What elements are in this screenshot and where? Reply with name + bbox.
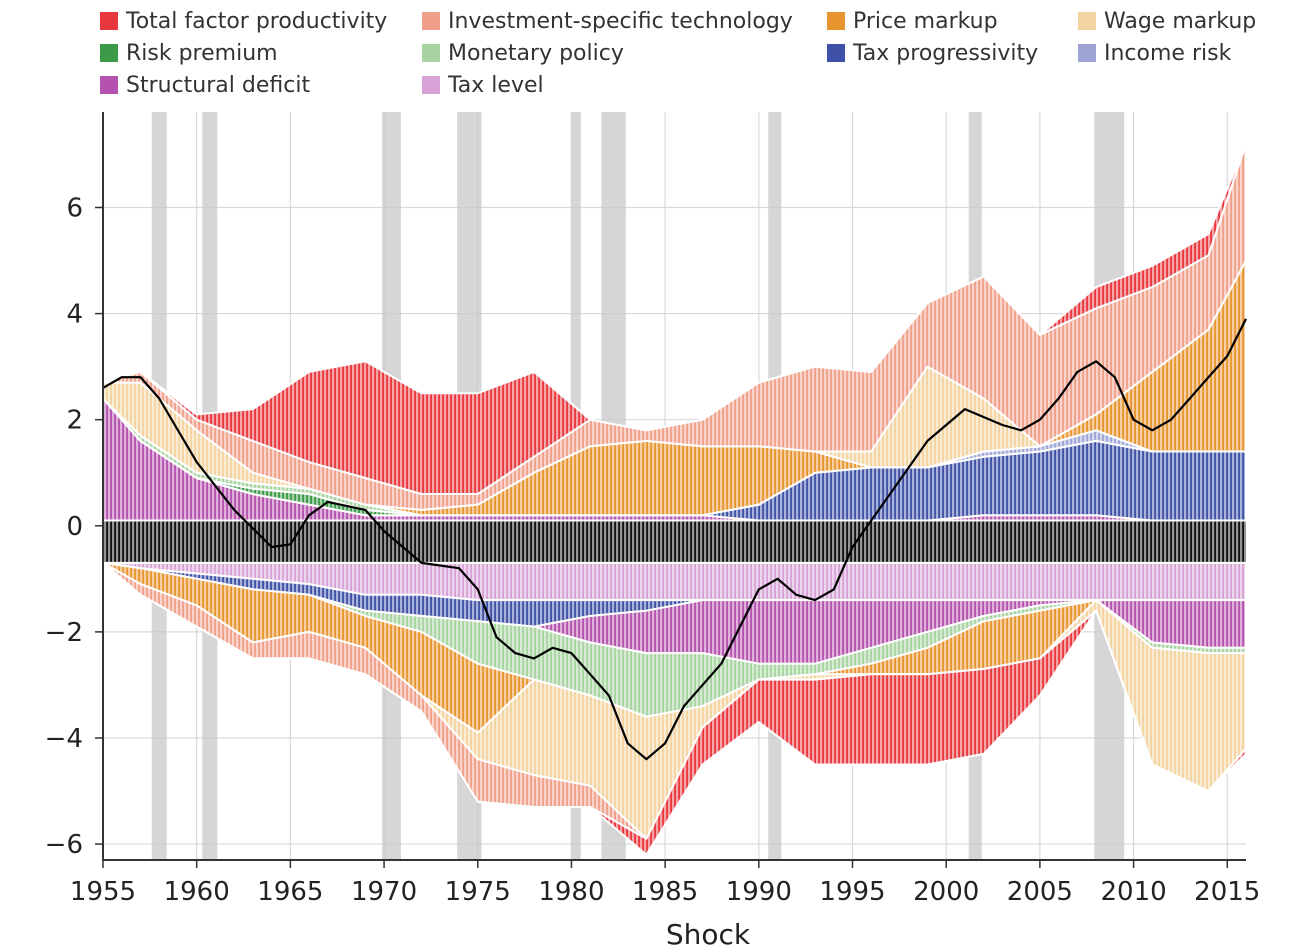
legend-swatch (100, 12, 118, 30)
x-tick-label: 1960 (164, 877, 230, 907)
total-line (102, 318, 1247, 761)
y-tick-label: −4 (45, 724, 83, 754)
stacked-bands (102, 142, 1247, 856)
band-stripes (103, 562, 1246, 627)
legend-item: Total factor productivity (100, 6, 387, 36)
band-stripes (103, 143, 1246, 495)
legend-swatch (827, 44, 845, 62)
x-tick-label: 1980 (538, 877, 604, 907)
axes (102, 112, 1246, 861)
x-tick-label: 1990 (726, 877, 792, 907)
zero-band-stripes (103, 520, 1246, 563)
tick-labels: 1955 1960 1965 1970 1975 1980 1985 1990 1995 2000… (45, 193, 1261, 907)
y-tick-label: 0 (66, 512, 83, 542)
y-tick-label: 6 (66, 193, 83, 223)
zero-band (103, 519, 1246, 564)
legend-item: Structural deficit (100, 70, 310, 100)
legend-swatch (827, 12, 845, 30)
legend-label: Tax level (448, 72, 544, 98)
legend-swatch (422, 44, 440, 62)
series-band (102, 142, 1247, 495)
legend-item: Tax level (422, 70, 544, 100)
legend-item: Investment-specific technology (422, 6, 793, 36)
x-tick-label: 1975 (445, 877, 511, 907)
legend-item: Risk premium (100, 38, 278, 68)
legend-item: Wage markup (1078, 6, 1256, 36)
band-stripes (103, 562, 1246, 601)
legend-item: Price markup (827, 6, 998, 36)
x-tick-label: 1965 (257, 877, 323, 907)
total-line (102, 318, 1247, 761)
legend-label: Total factor productivity (126, 8, 388, 34)
y-tick-label: 4 (66, 300, 83, 330)
band-stripes (103, 398, 1246, 521)
legend: Total factor productivity Investment-spec… (100, 6, 1290, 106)
y-tick-label: −2 (45, 618, 83, 648)
legend-label: Investment-specific technology (448, 8, 793, 34)
legend-label: Monetary policy (448, 40, 624, 66)
band-stripes (103, 562, 1246, 664)
legend-label: Price markup (853, 8, 998, 34)
legend-swatch (422, 76, 440, 94)
legend-label: Risk premium (126, 40, 278, 66)
legend-item: Tax progressivity (827, 38, 1038, 68)
legend-swatch (100, 76, 118, 94)
band-stripes (103, 562, 1246, 717)
band-stripes (103, 562, 1246, 733)
x-tick-label: 2015 (1194, 877, 1260, 907)
x-tick-label: 2010 (1100, 877, 1166, 907)
legend-label: Wage markup (1104, 8, 1257, 34)
legend-label: Structural deficit (126, 72, 311, 98)
x-tick-label: 1955 (70, 877, 136, 907)
x-tick-label: 1985 (632, 877, 698, 907)
band-stripes (103, 260, 1246, 510)
x-tick-label: 1970 (351, 877, 417, 907)
y-tick-label: −6 (45, 830, 83, 860)
band-stripes (103, 398, 1246, 521)
legend-label: Tax progressivity (853, 40, 1039, 66)
band-stripes (103, 260, 1246, 516)
legend-item: Monetary policy (422, 38, 624, 68)
series-band (102, 561, 1247, 856)
legend-swatch (1078, 12, 1096, 30)
band-stripes (103, 562, 1246, 855)
legend-swatch (1078, 44, 1096, 62)
x-axis-label: Shock (666, 918, 751, 951)
legend-label: Income risk (1104, 40, 1232, 66)
legend-swatch (100, 44, 118, 62)
band-stripes (103, 143, 1246, 510)
legend-swatch (422, 12, 440, 30)
legend-item: Income risk (1078, 38, 1231, 68)
x-tick-label: 2000 (913, 877, 979, 907)
x-tick-label: 2005 (1007, 877, 1073, 907)
y-tick-label: 2 (66, 406, 83, 436)
x-tick-label: 1995 (819, 877, 885, 907)
